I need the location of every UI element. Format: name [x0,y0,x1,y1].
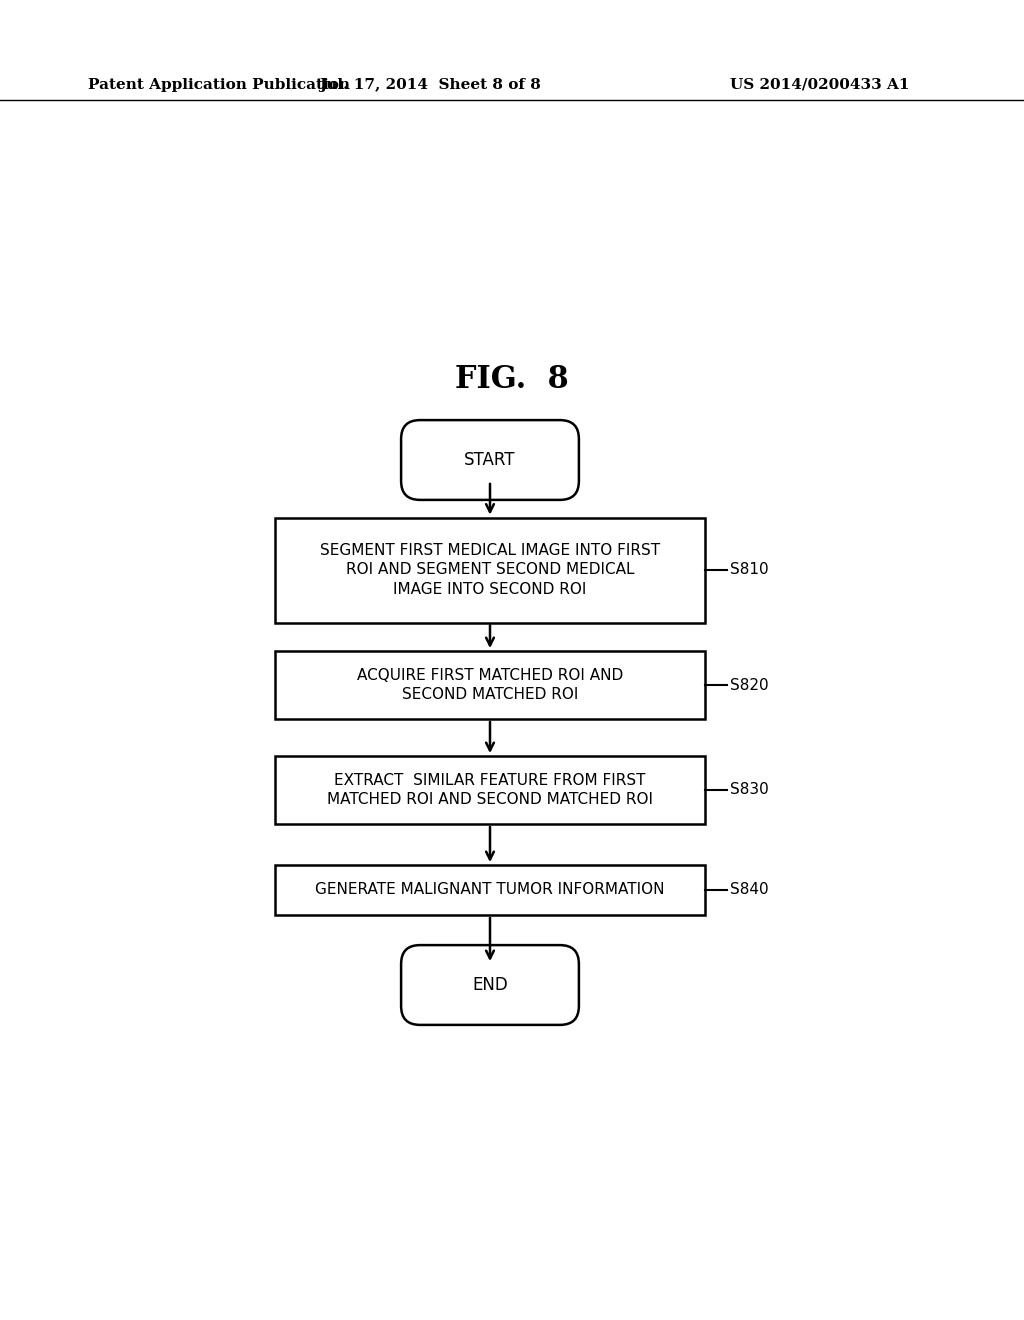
Text: END: END [472,975,508,994]
Text: SEGMENT FIRST MEDICAL IMAGE INTO FIRST
ROI AND SEGMENT SECOND MEDICAL
IMAGE INTO: SEGMENT FIRST MEDICAL IMAGE INTO FIRST R… [319,543,660,597]
Text: US 2014/0200433 A1: US 2014/0200433 A1 [730,78,909,92]
Text: FIG.  8: FIG. 8 [455,364,569,396]
Text: GENERATE MALIGNANT TUMOR INFORMATION: GENERATE MALIGNANT TUMOR INFORMATION [315,883,665,898]
Text: START: START [464,451,516,469]
Bar [275,651,705,719]
FancyBboxPatch shape [401,945,579,1024]
Text: ACQUIRE FIRST MATCHED ROI AND
SECOND MATCHED ROI: ACQUIRE FIRST MATCHED ROI AND SECOND MAT… [357,668,624,702]
Text: S810: S810 [730,562,769,578]
Text: Patent Application Publication: Patent Application Publication [88,78,350,92]
Text: S840: S840 [730,883,769,898]
Bar [275,865,705,915]
Text: S820: S820 [730,677,769,693]
Bar [275,517,705,623]
Text: EXTRACT  SIMILAR FEATURE FROM FIRST
MATCHED ROI AND SECOND MATCHED ROI: EXTRACT SIMILAR FEATURE FROM FIRST MATCH… [327,772,653,808]
FancyBboxPatch shape [401,420,579,500]
Text: Jul. 17, 2014  Sheet 8 of 8: Jul. 17, 2014 Sheet 8 of 8 [319,78,541,92]
Text: S830: S830 [730,783,769,797]
Bar [275,756,705,824]
